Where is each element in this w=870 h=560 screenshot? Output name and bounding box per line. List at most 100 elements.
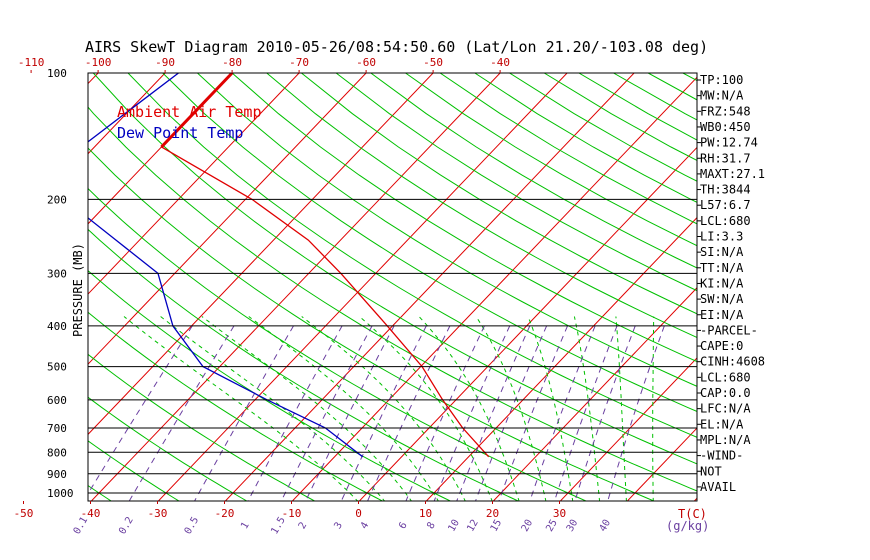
dry-adiabat-line — [88, 396, 248, 501]
mixing-ratio-line — [194, 325, 294, 501]
mixing-ratio-tick-label: 1 — [239, 520, 252, 531]
index-label: CAPE:0 — [700, 339, 743, 353]
index-label: LFC:N/A — [700, 402, 751, 416]
dry-adiabat-line — [474, 73, 697, 203]
moist-adiabat-line — [652, 316, 655, 501]
index-label: EI:N/A — [700, 308, 744, 322]
top-temp-tick-label: -40 — [490, 56, 510, 69]
mixing-ratio-tick-label: 6 — [397, 520, 410, 531]
top-temp-tick-label: -50 — [423, 56, 443, 69]
dry-adiabat-line — [88, 106, 697, 492]
isotherm-line — [425, 216, 697, 501]
mixing-ratio-tick-label: 40 — [598, 518, 614, 534]
dry-adiabat-line — [88, 187, 588, 501]
dry-adiabat-line — [370, 73, 697, 269]
moist-adiabat-line — [615, 316, 627, 501]
moist-adiabat-line — [201, 316, 413, 501]
pressure-tick-label: 1000 — [47, 487, 74, 500]
mixing-ratio-line — [405, 325, 485, 501]
pressure-tick-label: 100 — [47, 67, 67, 80]
mixing-ratio-tick-label: 12 — [465, 518, 481, 534]
tc-unit-label: T(C) — [678, 507, 707, 521]
dry-adiabat-line — [88, 228, 520, 501]
top-temp-tick-label: -80 — [222, 56, 242, 69]
dry-adiabat-line — [88, 440, 180, 501]
index-label: MAXT:27.1 — [700, 167, 765, 181]
bottom-temp-tick-label: -50 — [14, 507, 34, 520]
mixing-ratio-tick-label: 15 — [489, 518, 505, 534]
index-label: TT:N/A — [700, 261, 744, 275]
isotherm-line — [626, 427, 697, 501]
isotherm-line — [88, 73, 367, 365]
pressure-tick-label: 600 — [47, 394, 67, 407]
plot-frame — [87, 72, 698, 502]
isotherm-line — [88, 73, 166, 155]
bottom-temp-tick-label: 10 — [419, 507, 432, 520]
isotherm-line — [559, 357, 697, 501]
index-label: L57:6.7 — [700, 198, 751, 212]
bottom-temp-tick-label: -20 — [215, 507, 235, 520]
moist-adiabat-line — [573, 316, 601, 501]
mixing-ratio-tick-label: 0.2 — [117, 515, 136, 536]
pressure-tick-label: 200 — [47, 193, 67, 206]
index-label: CAP:0.0 — [700, 386, 751, 400]
isotherm-line — [492, 287, 697, 501]
top-temp-tick-label: -100 — [85, 56, 112, 69]
mixing-ratio-tick-label: 0.5 — [183, 515, 202, 536]
pressure-tick-label: 500 — [47, 361, 67, 374]
dry-adiabat-line — [335, 73, 697, 292]
moist-adiabat-line — [475, 316, 547, 501]
mixing-ratio-line — [607, 325, 665, 501]
dry-adiabat-line — [301, 73, 697, 315]
isotherm-line — [157, 73, 568, 501]
mixing-ratio-line — [128, 325, 235, 501]
legend-ambient-temp: Ambient Air Temp — [117, 103, 262, 121]
bottom-temp-tick-label: 0 — [355, 507, 362, 520]
bottom-temp-tick-label: -40 — [81, 507, 101, 520]
dry-adiabat-line — [266, 73, 697, 338]
dry-adiabat-line — [88, 147, 656, 501]
moist-adiabat-line — [359, 316, 493, 501]
mixing-ratio-tick-label: 25 — [544, 518, 560, 534]
isotherm-line — [88, 73, 300, 295]
mixing-ratio-line — [498, 325, 568, 501]
isotherm-line — [761, 73, 870, 502]
index-label: -PARCEL- — [700, 323, 758, 337]
index-label: WB0:450 — [700, 120, 751, 134]
pressure-tick-label: 800 — [47, 446, 67, 459]
temperature-profile-line — [160, 73, 490, 458]
index-label: EL:N/A — [700, 417, 744, 431]
mixing-ratio-line — [475, 325, 548, 501]
index-label: FRZ:548 — [700, 104, 751, 118]
dry-adiabat-line — [231, 73, 697, 363]
moist-adiabat-line — [418, 316, 520, 501]
mixing-ratio-line — [305, 325, 395, 501]
isotherm-line — [0, 73, 31, 502]
mixing-ratio-line — [280, 325, 373, 501]
moist-adiabat-line — [123, 316, 359, 501]
dry-adiabat-line — [197, 73, 697, 387]
mixing-ratio-tick-label: 30 — [565, 518, 581, 534]
index-label: KI:N/A — [700, 276, 744, 290]
index-label: PW:12.74 — [700, 136, 758, 150]
dry-adiabat-line — [405, 73, 697, 247]
mixing-ratio-tick-label: 4 — [359, 520, 372, 531]
isotherm-line — [358, 146, 697, 501]
y-axis-label: PRESSURE (MB) — [71, 243, 85, 337]
mixing-ratio-line — [529, 325, 596, 501]
dry-adiabat-line — [787, 73, 870, 502]
mixing-ratio-tick-label: 3 — [332, 520, 345, 531]
mixing-ratio-tick-label: 20 — [520, 518, 536, 534]
moist-adiabat-line — [248, 316, 439, 501]
pressure-tick-label: 400 — [47, 320, 67, 333]
index-label: -WIND- — [700, 449, 743, 463]
index-label: MPL:N/A — [700, 433, 751, 447]
mixing-ratio-line — [247, 325, 343, 501]
bottom-temp-tick-label: 30 — [553, 507, 566, 520]
dry-adiabat-line — [127, 73, 697, 438]
moist-adiabat-line — [301, 316, 466, 501]
top-temp-tick-label: -70 — [289, 56, 309, 69]
mixing-ratio-line — [340, 325, 427, 501]
index-label: LCL:680 — [700, 214, 751, 228]
